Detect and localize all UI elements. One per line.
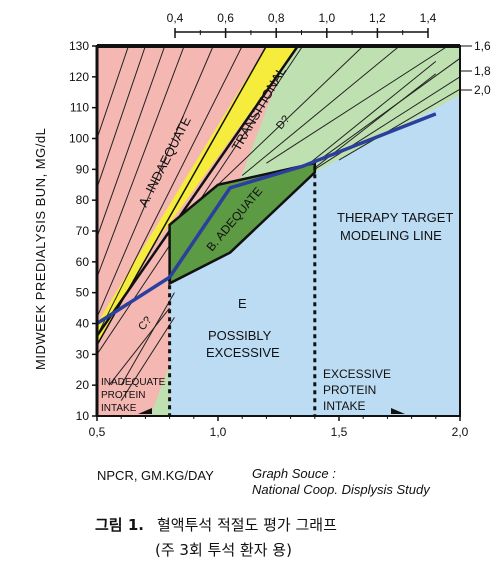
caption-title: 혈액투석 적절도 평가 그래프 bbox=[157, 516, 337, 534]
x-axis-title: NPCR, GM.KG/DAY bbox=[97, 468, 214, 483]
therapy-target-line bbox=[168, 112, 437, 279]
label-excessive-intake-2: PROTEIN bbox=[323, 383, 376, 397]
iso-line-1 bbox=[97, 46, 185, 278]
y-axis: 10 20 30 40 50 60 70 80 90 100 110 120 130 bbox=[69, 39, 97, 423]
label-inadequate-intake-3: INTAKE bbox=[101, 403, 137, 414]
iso-line-9 bbox=[108, 307, 170, 386]
x-tick-label-3: 2,0 bbox=[452, 425, 469, 439]
iso-line-11 bbox=[241, 46, 400, 176]
label-e: E bbox=[238, 296, 247, 311]
y-tick-label-4: 50 bbox=[76, 286, 90, 300]
x-axis: 0,5 1,0 1,5 2,0 bbox=[89, 416, 469, 439]
left-arrow-icon bbox=[138, 408, 152, 414]
y-tick-label-3: 40 bbox=[76, 317, 90, 331]
label-therapy-2: MODELING LINE bbox=[340, 228, 442, 243]
iso-line-7 bbox=[120, 292, 175, 386]
top-tick-label-5: 1,4 bbox=[420, 11, 437, 25]
iso-line-13 bbox=[314, 57, 460, 164]
right-label-1: 1,8 bbox=[474, 64, 491, 78]
right-label-0: 1,6 bbox=[474, 39, 491, 53]
label-excessive-intake-3: INTAKE bbox=[323, 399, 365, 413]
label-inadequate-intake-2: PROTEIN bbox=[101, 390, 145, 401]
top-tick-label-1: 0,6 bbox=[217, 11, 234, 25]
source-line-1: Graph Souce : bbox=[252, 466, 336, 481]
top-axis: 0,4 0,6 0,8 1,0 1,2 1,4 bbox=[167, 11, 437, 38]
boundary-line-upper bbox=[97, 46, 299, 337]
boundary-line-lower bbox=[97, 46, 268, 346]
therapy-target-line-group bbox=[97, 112, 437, 325]
y-tick-label-6: 70 bbox=[76, 224, 90, 238]
y-axis-title: MIDWEEK PREDIALYSIS BUN, MG/dL bbox=[33, 128, 48, 370]
iso-line-5 bbox=[97, 46, 243, 337]
label-excessive-intake-1: EXCESSIVE bbox=[323, 367, 391, 381]
iso-line-14 bbox=[314, 76, 460, 170]
top-tick-label-2: 0,8 bbox=[268, 11, 285, 25]
y-tick-label-12: 130 bbox=[69, 39, 89, 53]
right-label-2: 2,0 bbox=[474, 83, 491, 97]
label-therapy-1: THERAPY TARGET bbox=[337, 210, 453, 225]
y-tick-label-8: 90 bbox=[76, 162, 90, 176]
x-tick-label-2: 1,5 bbox=[331, 425, 348, 439]
x-tick-label-0: 0,5 bbox=[89, 425, 106, 439]
y-tick-label-9: 100 bbox=[69, 132, 89, 146]
right-labels: 1,6 1,8 2,0 bbox=[460, 39, 491, 97]
iso-line-3 bbox=[97, 46, 146, 188]
x-tick-label-1: 1,0 bbox=[210, 425, 227, 439]
iso-line-4 bbox=[97, 46, 129, 139]
top-tick-label-0: 0,4 bbox=[167, 11, 184, 25]
y-tick-label-1: 20 bbox=[76, 378, 90, 392]
iso-line-0 bbox=[97, 46, 214, 318]
label-possibly: POSSIBLY bbox=[208, 328, 272, 343]
label-excessive: EXCESSIVE bbox=[206, 345, 280, 360]
iso-line-2 bbox=[97, 46, 166, 238]
therapy-target-line-lead bbox=[97, 275, 171, 325]
y-tick-label-0: 10 bbox=[76, 409, 90, 423]
source-line-2: National Coop. Displysis Study bbox=[252, 482, 431, 497]
top-tick-label-4: 1,2 bbox=[369, 11, 386, 25]
y-tick-label-11: 120 bbox=[69, 70, 89, 84]
iso-line-15 bbox=[338, 88, 460, 161]
iso-line-10 bbox=[217, 46, 364, 186]
right-arrow-icon bbox=[391, 408, 405, 414]
y-tick-label-7: 80 bbox=[76, 193, 90, 207]
caption-subtitle: (주 3회 투석 환자 용) bbox=[155, 541, 292, 559]
top-tick-label-3: 1,0 bbox=[318, 11, 335, 25]
label-inadequate-intake-1: INADEQUATE bbox=[101, 377, 166, 388]
iso-line-8 bbox=[120, 317, 175, 401]
caption-figure-number: 그림 1. bbox=[95, 516, 144, 534]
y-tick-label-10: 110 bbox=[70, 101, 89, 115]
dashed-boundaries bbox=[168, 166, 317, 416]
y-tick-label-5: 60 bbox=[76, 255, 90, 269]
y-tick-label-2: 30 bbox=[76, 347, 90, 361]
iso-line-12 bbox=[266, 46, 449, 164]
region-transitional-fill-2 bbox=[97, 46, 298, 324]
